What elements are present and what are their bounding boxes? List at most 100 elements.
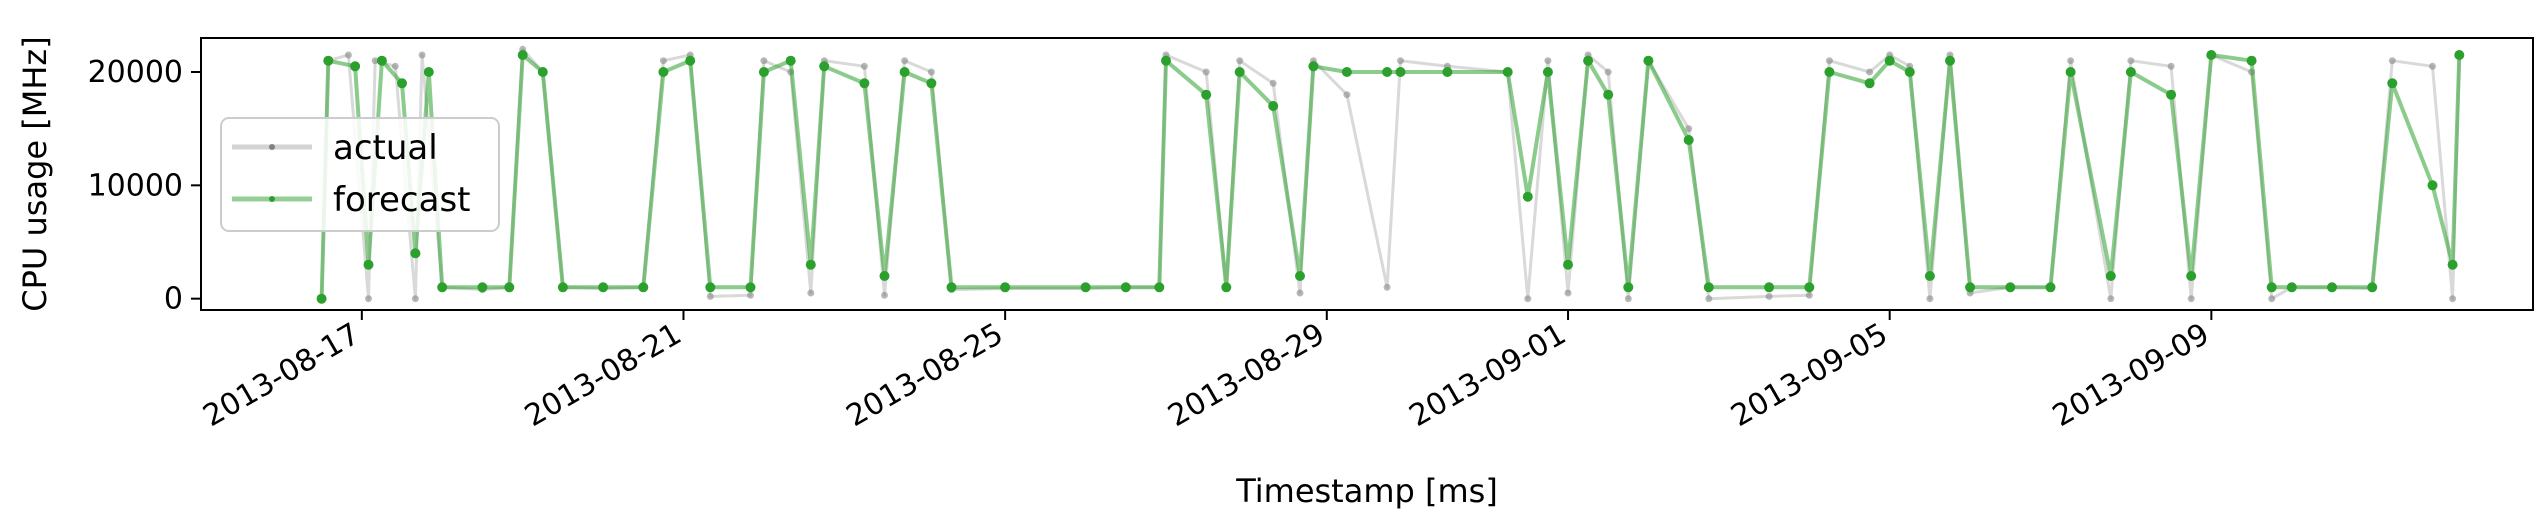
data-point-forecast	[859, 78, 870, 89]
data-point-forecast	[1000, 282, 1011, 293]
data-point-actual	[1765, 292, 1773, 300]
legend-box	[220, 117, 500, 232]
data-point-actual	[1926, 295, 1934, 303]
data-point-actual	[2127, 57, 2135, 65]
data-point-forecast	[1603, 89, 1614, 100]
y-tick-label: 10000	[88, 168, 183, 203]
data-point-forecast	[1268, 101, 1279, 111]
data-point-actual	[760, 57, 768, 65]
data-point-forecast	[745, 282, 756, 293]
data-point-forecast	[2246, 55, 2257, 66]
data-point-forecast	[1295, 271, 1305, 281]
data-point-forecast	[316, 293, 327, 304]
data-point-actual	[2268, 295, 2276, 303]
data-point-forecast	[1442, 67, 1453, 77]
data-point-forecast	[2045, 282, 2056, 293]
data-point-actual	[365, 295, 372, 303]
data-point-actual	[2187, 295, 2195, 303]
y-axis: 0 10000 20000	[88, 55, 201, 317]
data-point-forecast	[2065, 67, 2076, 77]
data-point-forecast	[899, 67, 910, 77]
data-point-forecast	[1542, 67, 1553, 77]
data-point-actual	[1383, 283, 1391, 291]
data-point-forecast	[423, 67, 434, 77]
data-point-forecast	[2005, 282, 2016, 293]
data-point-forecast	[1965, 282, 1976, 293]
data-point-actual	[2388, 57, 2396, 65]
data-point-actual	[706, 292, 714, 300]
data-point-forecast	[557, 282, 568, 293]
data-point-forecast	[1764, 282, 1775, 293]
data-point-forecast	[658, 67, 669, 77]
data-point-forecast	[2367, 282, 2378, 293]
data-point-actual	[927, 68, 935, 76]
data-point-actual	[2107, 295, 2115, 303]
data-point-actual	[1624, 295, 1632, 303]
data-point-actual	[1866, 68, 1874, 76]
data-point-actual	[371, 57, 379, 65]
data-point-actual	[1825, 57, 1833, 65]
y-tick-label: 20000	[88, 55, 183, 90]
legend: actual forecast	[220, 117, 500, 232]
data-point-actual	[1685, 125, 1693, 133]
data-point-forecast	[819, 61, 830, 72]
data-point-actual	[344, 51, 352, 59]
data-point-forecast	[1804, 282, 1815, 293]
data-point-forecast	[1201, 89, 1212, 100]
data-point-forecast	[1080, 282, 1091, 293]
plot-area	[316, 45, 2465, 304]
data-point-forecast	[2447, 259, 2458, 270]
data-point-forecast	[785, 55, 796, 66]
data-point-forecast	[879, 271, 890, 281]
data-point-forecast	[1945, 55, 1955, 66]
y-tick-label: 0	[164, 282, 183, 317]
data-point-actual	[807, 289, 815, 297]
data-point-actual	[2449, 295, 2457, 303]
data-point-forecast	[1683, 135, 1694, 145]
data-point-actual	[391, 62, 399, 70]
data-point-forecast	[1583, 55, 1594, 66]
data-point-forecast	[2166, 89, 2177, 100]
data-point-forecast	[1884, 55, 1895, 66]
legend-forecast-marker	[269, 196, 275, 202]
x-axis-label: Timestamp [ms]	[1235, 472, 1498, 510]
data-point-actual	[901, 57, 909, 65]
data-point-forecast	[1382, 67, 1393, 77]
data-point-actual	[881, 291, 888, 299]
data-point-forecast	[350, 61, 361, 72]
data-point-forecast	[1864, 78, 1875, 89]
data-point-forecast	[1341, 67, 1352, 77]
data-point-actual	[1236, 57, 1244, 65]
data-point-actual	[1524, 295, 1532, 303]
data-point-forecast	[1161, 55, 1171, 66]
data-point-forecast	[638, 282, 649, 293]
data-point-forecast	[1904, 67, 1915, 77]
data-point-actual	[1544, 57, 1552, 65]
data-point-forecast	[1221, 282, 1232, 293]
legend-forecast-label: forecast	[333, 180, 471, 220]
data-point-forecast	[363, 259, 374, 270]
data-point-actual	[1564, 289, 1572, 297]
data-point-forecast	[1154, 282, 1165, 293]
data-point-forecast	[477, 282, 488, 293]
data-point-forecast	[1563, 259, 1573, 270]
data-point-forecast	[397, 78, 407, 89]
data-point-forecast	[1502, 67, 1513, 77]
data-point-forecast	[437, 282, 448, 293]
data-point-forecast	[2125, 67, 2136, 77]
legend-actual-label: actual	[333, 128, 438, 168]
data-point-actual	[1805, 291, 1813, 299]
data-point-actual	[411, 295, 419, 303]
data-point-actual	[1269, 79, 1277, 87]
series-line-forecast	[319, 53, 2462, 299]
data-point-forecast	[1522, 191, 1533, 202]
data-point-forecast	[2454, 50, 2465, 60]
data-point-forecast	[537, 67, 548, 77]
data-point-actual	[418, 51, 426, 59]
data-point-forecast	[685, 55, 696, 66]
data-point-forecast	[1308, 61, 1319, 72]
data-point-actual	[1397, 57, 1404, 65]
data-point-forecast	[1395, 67, 1406, 77]
data-point-forecast	[2387, 78, 2398, 89]
data-point-forecast	[410, 248, 421, 259]
